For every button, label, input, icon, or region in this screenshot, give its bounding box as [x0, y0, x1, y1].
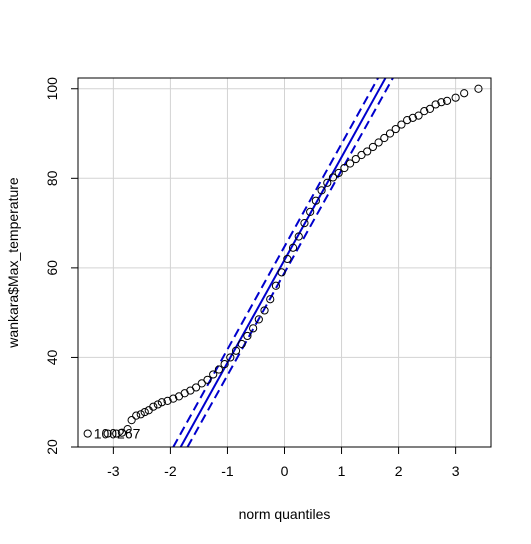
x-tick-label: 3: [452, 463, 460, 479]
y-tick-label: 20: [44, 439, 60, 455]
y-tick-label: 80: [44, 170, 60, 186]
y-tick-label: 40: [44, 349, 60, 365]
data-point: [272, 282, 279, 289]
annotations: 100267: [94, 426, 141, 442]
y-axis-title: wankara$Max_temperature: [5, 177, 21, 349]
point-label: 100267: [94, 426, 141, 442]
x-tick-label: -1: [221, 463, 234, 479]
x-tick-label: 1: [338, 463, 346, 479]
x-axis: -3 -2 -1 0 1 2 3: [107, 447, 460, 479]
grid: [78, 78, 491, 447]
y-axis: 20 40 60 80 100: [44, 77, 78, 455]
confidence-band-line: [188, 78, 393, 447]
x-tick-label: 2: [395, 463, 403, 479]
data-point: [461, 90, 468, 97]
data-point: [128, 417, 135, 424]
reference-line: [181, 78, 386, 447]
x-tick-label: -2: [164, 463, 177, 479]
data-point: [150, 403, 157, 410]
data-point: [133, 412, 140, 419]
x-tick-label: -3: [107, 463, 120, 479]
data-point: [84, 430, 91, 437]
x-axis-title: norm quantiles: [239, 506, 331, 522]
confidence-band-line: [173, 78, 378, 447]
y-tick-label: 60: [44, 260, 60, 276]
reference-lines: [173, 78, 393, 447]
x-tick-label: 0: [281, 463, 289, 479]
y-tick-label: 100: [44, 77, 60, 101]
